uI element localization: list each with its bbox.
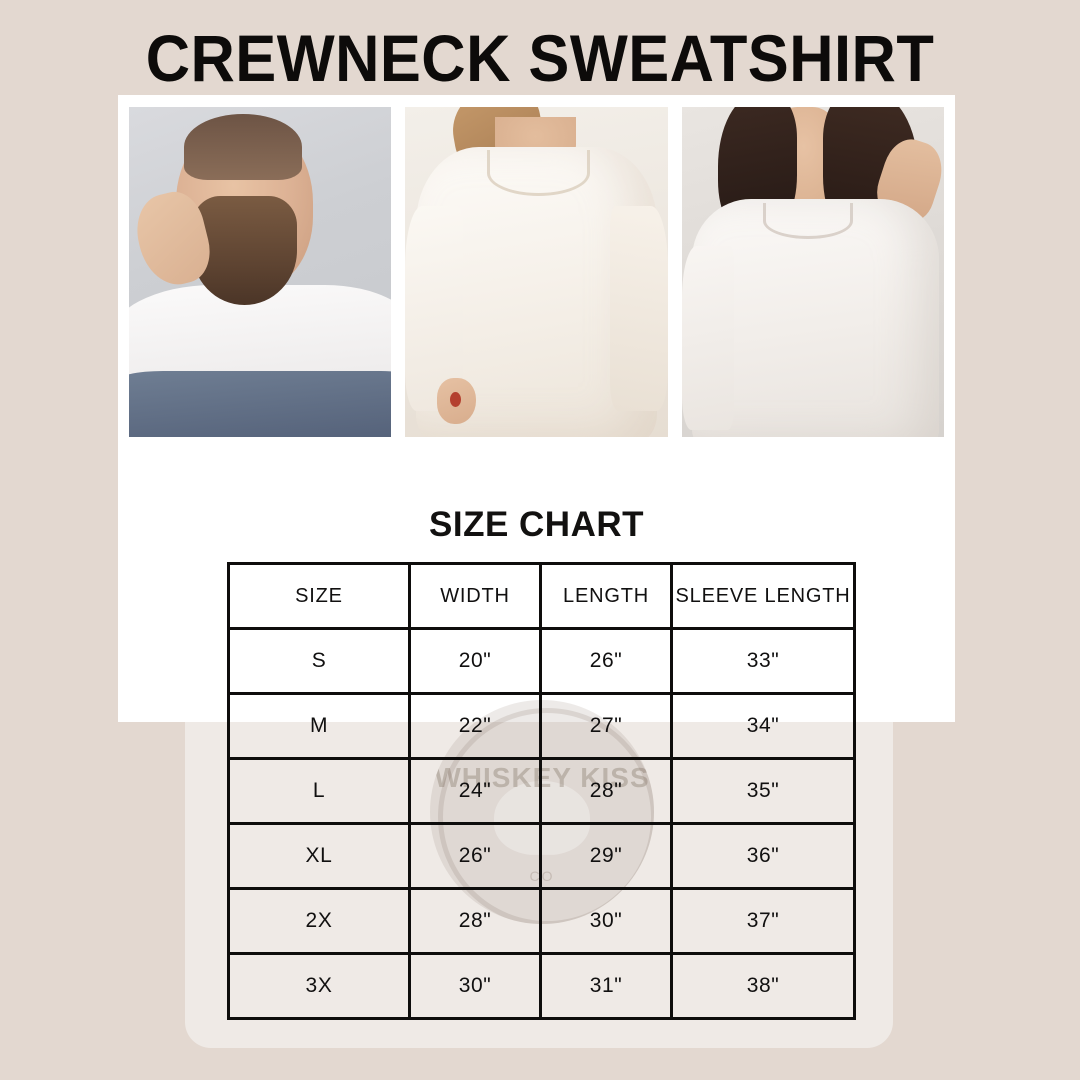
- column-header-length: LENGTH: [539, 562, 673, 630]
- cell-width: 20": [408, 627, 542, 695]
- cell-size: S: [227, 627, 411, 695]
- cell-size: XL: [227, 822, 411, 890]
- cell-width: 26": [408, 822, 542, 890]
- jeans-shape: [129, 371, 392, 437]
- sweatshirt-right-sleeve-shape: [609, 206, 668, 411]
- cell-sleeve: 33": [670, 627, 856, 695]
- sweatshirt-collar-shape: [762, 202, 853, 239]
- sweatshirt-left-sleeve-shape: [681, 245, 735, 431]
- cell-length: 26": [539, 627, 673, 695]
- size-chart-table: SIZE WIDTH LENGTH SLEEVE LENGTH S 20" 26…: [227, 562, 856, 1020]
- cell-length: 28": [539, 757, 673, 825]
- cell-sleeve: 36": [670, 822, 856, 890]
- size-chart-heading: SIZE CHART: [429, 505, 644, 544]
- cell-width: 24": [408, 757, 542, 825]
- column-header-sleeve: SLEEVE LENGTH: [670, 562, 856, 630]
- product-photo-2: [405, 107, 668, 437]
- table-row: 2X 28" 30" 37": [227, 887, 856, 955]
- table-row: L 24" 28" 35": [227, 757, 856, 825]
- column-header-size: SIZE: [227, 562, 411, 630]
- cell-sleeve: 34": [670, 692, 856, 760]
- cell-length: 30": [539, 887, 673, 955]
- cell-length: 31": [539, 952, 673, 1020]
- model-hair-shape: [184, 113, 303, 180]
- page-title: CREWNECK SWEATSHIRT: [145, 21, 935, 95]
- sweatshirt-collar-shape: [486, 149, 590, 196]
- model-nail-shape: [449, 392, 461, 408]
- cell-width: 28": [408, 887, 542, 955]
- sweatshirt-left-sleeve-shape: [405, 206, 464, 411]
- cell-sleeve: 37": [670, 887, 856, 955]
- cell-length: 29": [539, 822, 673, 890]
- product-photo-strip: [129, 107, 944, 437]
- table-row: 3X 30" 31" 38": [227, 952, 856, 1020]
- cell-length: 27": [539, 692, 673, 760]
- cell-size: 3X: [227, 952, 411, 1020]
- cell-sleeve: 38": [670, 952, 856, 1020]
- table-row: M 22" 27" 34": [227, 692, 856, 760]
- cell-width: 22": [408, 692, 542, 760]
- cell-size: L: [227, 757, 411, 825]
- product-photo-3: [681, 107, 944, 437]
- table-row: S 20" 26" 33": [227, 627, 856, 695]
- product-photo-1: [129, 107, 392, 437]
- table-row: XL 26" 29" 36": [227, 822, 856, 890]
- cell-size: M: [227, 692, 411, 760]
- table-header-row: SIZE WIDTH LENGTH SLEEVE LENGTH: [227, 562, 856, 630]
- cell-size: 2X: [227, 887, 411, 955]
- cell-width: 30": [408, 952, 542, 1020]
- cell-sleeve: 35": [670, 757, 856, 825]
- column-header-width: WIDTH: [408, 562, 542, 630]
